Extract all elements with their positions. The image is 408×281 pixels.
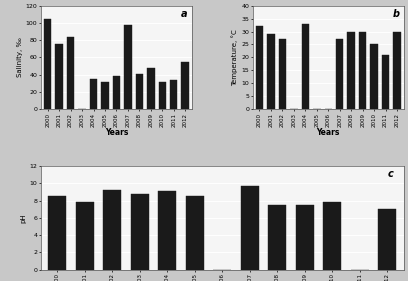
Bar [159, 82, 166, 109]
Text: b: b [392, 9, 399, 19]
Y-axis label: Temperature, °C: Temperature, °C [232, 29, 239, 86]
Bar [103, 190, 121, 270]
Bar [101, 82, 109, 109]
Bar [135, 74, 143, 109]
Bar [67, 37, 74, 109]
Bar [241, 186, 259, 270]
Bar [55, 44, 63, 109]
Y-axis label: pH: pH [21, 213, 27, 223]
X-axis label: Years: Years [317, 128, 340, 137]
Bar [49, 196, 66, 270]
Bar [393, 31, 401, 109]
Bar [379, 209, 396, 270]
Bar [131, 194, 149, 270]
Bar [302, 24, 309, 109]
Text: a: a [181, 9, 188, 19]
Bar [170, 80, 177, 109]
Bar [76, 202, 94, 270]
Bar [158, 191, 176, 270]
Bar [44, 19, 51, 109]
Bar [268, 205, 286, 270]
Y-axis label: Salinity, ‰: Salinity, ‰ [17, 37, 23, 77]
Bar [147, 68, 155, 109]
X-axis label: Years: Years [105, 128, 128, 137]
Bar [267, 34, 275, 109]
Bar [182, 62, 189, 109]
Bar [336, 39, 344, 109]
Text: c: c [387, 169, 393, 179]
Bar [324, 202, 341, 270]
Bar [186, 196, 204, 270]
Bar [113, 76, 120, 109]
Bar [256, 26, 263, 109]
Bar [348, 31, 355, 109]
Bar [124, 26, 132, 109]
Bar [359, 31, 366, 109]
Bar [382, 55, 389, 109]
Bar [296, 205, 314, 270]
Bar [279, 39, 286, 109]
Bar [90, 79, 97, 109]
Bar [370, 44, 378, 109]
